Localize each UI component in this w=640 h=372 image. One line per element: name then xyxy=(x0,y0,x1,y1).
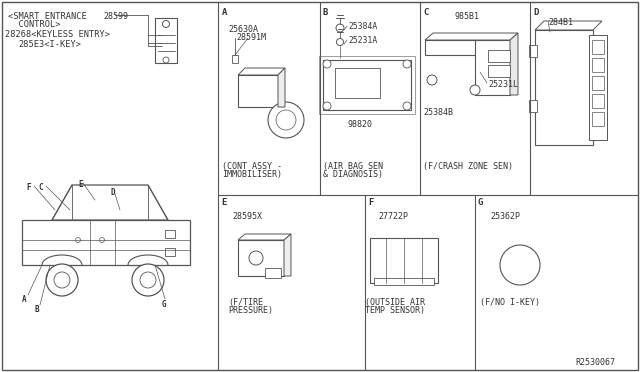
Text: F: F xyxy=(368,198,373,207)
Text: G: G xyxy=(478,198,483,207)
Ellipse shape xyxy=(140,272,156,288)
Bar xyxy=(319,56,415,114)
Ellipse shape xyxy=(76,237,81,243)
Text: 985B1: 985B1 xyxy=(455,12,480,21)
Bar xyxy=(592,76,604,90)
Text: (OUTSIDE AIR: (OUTSIDE AIR xyxy=(365,298,425,307)
Text: 28595X: 28595X xyxy=(232,212,262,221)
Polygon shape xyxy=(278,68,285,107)
Text: 28591M: 28591M xyxy=(236,33,266,42)
Bar xyxy=(335,68,380,98)
Bar xyxy=(592,58,604,72)
Ellipse shape xyxy=(276,110,296,130)
Text: (F/CRASH ZONE SEN): (F/CRASH ZONE SEN) xyxy=(423,162,513,171)
Bar xyxy=(370,238,438,283)
Ellipse shape xyxy=(249,251,263,265)
Text: 28268<KEYLESS ENTRY>: 28268<KEYLESS ENTRY> xyxy=(5,30,110,39)
Ellipse shape xyxy=(427,75,437,85)
Bar xyxy=(589,35,607,140)
Bar xyxy=(592,40,604,54)
Text: TEMP SENSOR): TEMP SENSOR) xyxy=(365,306,425,315)
Text: D: D xyxy=(533,8,538,17)
Text: A: A xyxy=(22,295,27,304)
Ellipse shape xyxy=(336,24,344,32)
Ellipse shape xyxy=(99,237,104,243)
Bar xyxy=(232,55,238,63)
Polygon shape xyxy=(52,185,168,220)
Text: E: E xyxy=(221,198,227,207)
Bar xyxy=(265,268,281,278)
Text: 285E3<I-KEY>: 285E3<I-KEY> xyxy=(18,40,81,49)
Text: (AIR BAG SEN: (AIR BAG SEN xyxy=(323,162,383,171)
Bar xyxy=(165,230,175,238)
Bar xyxy=(488,50,510,62)
Text: B: B xyxy=(323,8,328,17)
Text: 98820: 98820 xyxy=(348,120,373,129)
Bar xyxy=(374,278,434,285)
Text: D: D xyxy=(110,188,115,197)
Text: 25231L: 25231L xyxy=(488,80,518,89)
Ellipse shape xyxy=(337,38,344,45)
Bar xyxy=(529,45,537,57)
Text: 27722P: 27722P xyxy=(378,212,408,221)
Bar xyxy=(425,40,510,55)
Text: C: C xyxy=(423,8,428,17)
Bar xyxy=(155,18,177,63)
Bar xyxy=(529,100,537,112)
Bar xyxy=(592,94,604,108)
Text: IMMOBILISER): IMMOBILISER) xyxy=(222,170,282,179)
Ellipse shape xyxy=(132,264,164,296)
Text: C: C xyxy=(38,183,43,192)
Polygon shape xyxy=(510,33,518,95)
Bar xyxy=(165,248,175,256)
Text: A: A xyxy=(222,8,227,17)
Text: R2530067: R2530067 xyxy=(575,358,615,367)
Text: (F/NO I-KEY): (F/NO I-KEY) xyxy=(480,298,540,307)
Ellipse shape xyxy=(163,20,170,28)
Ellipse shape xyxy=(500,245,540,285)
Polygon shape xyxy=(238,234,291,240)
Bar xyxy=(238,75,278,107)
Polygon shape xyxy=(425,33,518,40)
Bar xyxy=(238,240,284,276)
Text: (F/TIRE: (F/TIRE xyxy=(228,298,263,307)
Text: B: B xyxy=(34,305,38,314)
Text: F: F xyxy=(26,183,31,192)
Ellipse shape xyxy=(268,102,304,138)
Text: G: G xyxy=(162,300,166,309)
Bar xyxy=(535,30,593,145)
Text: 25630A: 25630A xyxy=(228,25,258,34)
Bar xyxy=(592,112,604,126)
Polygon shape xyxy=(535,21,602,30)
Ellipse shape xyxy=(46,264,78,296)
Text: 284B1: 284B1 xyxy=(548,18,573,27)
Text: & DIAGNOSIS): & DIAGNOSIS) xyxy=(323,170,383,179)
Text: 25362P: 25362P xyxy=(490,212,520,221)
Bar xyxy=(22,220,190,265)
Text: (CONT ASSY -: (CONT ASSY - xyxy=(222,162,282,171)
Bar xyxy=(475,40,510,95)
Ellipse shape xyxy=(403,60,411,68)
Text: CONTROL>: CONTROL> xyxy=(8,20,61,29)
Text: 25384B: 25384B xyxy=(423,108,453,117)
Bar xyxy=(323,60,411,110)
Ellipse shape xyxy=(163,57,169,63)
Ellipse shape xyxy=(54,272,70,288)
Ellipse shape xyxy=(470,85,480,95)
Ellipse shape xyxy=(323,60,331,68)
Text: 28599: 28599 xyxy=(103,12,128,21)
Bar xyxy=(488,65,510,77)
Polygon shape xyxy=(284,234,291,276)
Text: 25231A: 25231A xyxy=(348,36,377,45)
Text: PRESSURE): PRESSURE) xyxy=(228,306,273,315)
Ellipse shape xyxy=(323,102,331,110)
Text: 25384A: 25384A xyxy=(348,22,377,31)
Text: E: E xyxy=(78,180,83,189)
Polygon shape xyxy=(238,68,285,75)
Text: <SMART ENTRANCE: <SMART ENTRANCE xyxy=(8,12,87,21)
Ellipse shape xyxy=(403,102,411,110)
